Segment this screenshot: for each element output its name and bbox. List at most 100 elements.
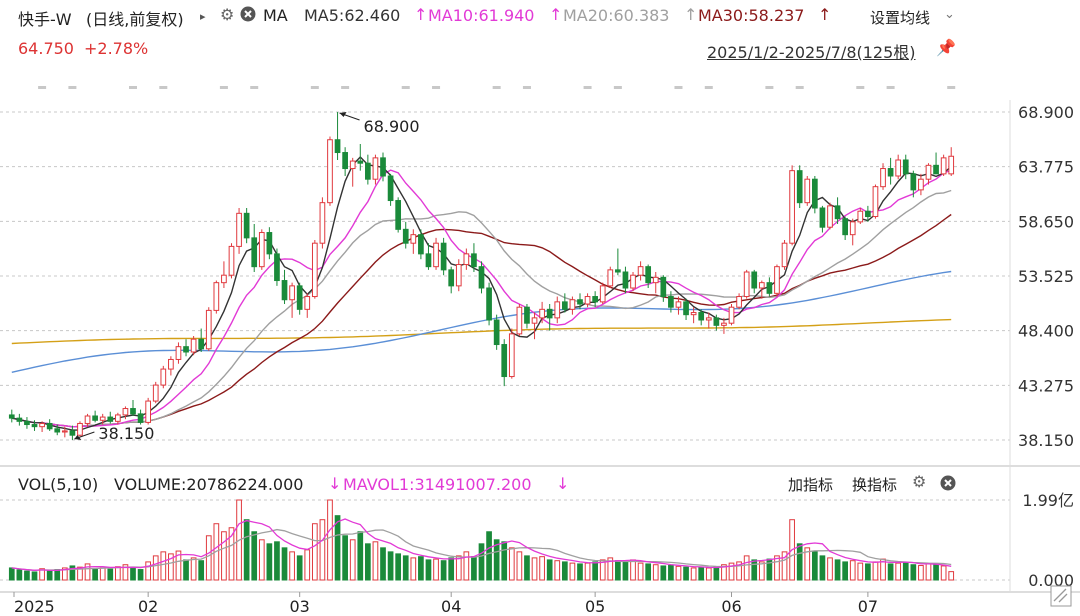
candle-body — [402, 228, 409, 244]
candle — [168, 356, 174, 376]
candle — [902, 154, 909, 180]
switch-indicator-button[interactable]: 换指标 — [852, 476, 898, 494]
candle-body — [145, 400, 152, 423]
volume-bar — [554, 560, 561, 581]
volume-bar — [857, 562, 864, 581]
volume-bar — [122, 564, 129, 581]
settings-ma-button[interactable]: 设置均线 — [870, 9, 931, 27]
resize-handle-icon[interactable] — [1050, 585, 1072, 611]
candle-body — [334, 139, 341, 154]
volume-bar — [637, 562, 644, 581]
candle-body — [380, 157, 386, 177]
volume-bar — [69, 565, 76, 581]
close-icon[interactable] — [240, 6, 256, 26]
candle-body — [92, 415, 98, 421]
volume-bar — [569, 562, 576, 581]
candle — [478, 261, 485, 294]
volume-bar — [865, 563, 871, 581]
candle-body — [531, 317, 538, 324]
candle — [834, 197, 841, 224]
dropdown-chevron-icon[interactable]: ⌄ — [944, 7, 955, 22]
volume-bar — [61, 567, 68, 581]
candle-body — [592, 296, 598, 303]
candle — [387, 173, 394, 206]
volume-bar — [584, 562, 591, 581]
candle — [213, 280, 220, 314]
candle — [69, 425, 76, 440]
candle — [584, 293, 591, 308]
candle — [895, 154, 902, 180]
down-arrow-icon: ↓ — [328, 474, 342, 493]
candle-body — [758, 282, 765, 289]
ma20-value: MA20:60.383 — [563, 6, 670, 25]
volume-bar — [592, 561, 598, 581]
candle-body — [228, 245, 235, 276]
candle — [842, 216, 848, 240]
x-tick-label: 06 — [721, 597, 741, 616]
candle — [910, 170, 917, 198]
candle-body — [122, 408, 129, 416]
volume-bar — [781, 551, 788, 581]
volume-tick-label: 0.000 — [1028, 571, 1074, 590]
candle-body — [84, 415, 91, 424]
candle — [622, 266, 629, 294]
volume-bar — [493, 539, 500, 581]
candle — [827, 202, 833, 230]
volume-bar — [645, 563, 652, 581]
candle-body — [865, 210, 871, 218]
candle — [137, 409, 144, 425]
date-range-label[interactable]: 2025/1/2-2025/7/8(125根) — [707, 43, 916, 62]
candle — [804, 176, 811, 206]
candle — [16, 413, 23, 426]
event-marker — [492, 86, 501, 89]
volume-bar — [811, 551, 818, 581]
volume-bar — [258, 539, 265, 581]
candle — [266, 227, 273, 260]
pin-icon[interactable]: 📌 — [936, 38, 956, 57]
volume-tick-label: 1.99亿 — [1022, 491, 1074, 510]
add-indicator-button[interactable]: 加指标 — [788, 476, 834, 494]
candle-body — [152, 384, 159, 402]
gear-icon[interactable]: ⚙ — [912, 472, 927, 491]
candle-body — [584, 296, 591, 305]
candle — [349, 157, 356, 187]
candle-body — [910, 173, 917, 191]
candle — [675, 296, 682, 315]
volume-bar — [622, 561, 629, 581]
candle-body — [8, 414, 15, 419]
play-arrow-icon[interactable]: ▸ — [200, 10, 206, 23]
candle-body — [349, 160, 356, 170]
candle-body — [410, 234, 417, 244]
candle-body — [577, 299, 583, 305]
candle — [130, 400, 136, 416]
candle-body — [668, 296, 674, 308]
volume-bar — [918, 565, 924, 581]
candle — [683, 298, 689, 320]
gear-icon[interactable]: ⚙ — [220, 5, 235, 24]
volume-bar — [933, 564, 939, 581]
candle — [501, 339, 508, 387]
candle-body — [827, 205, 833, 228]
volume-bar — [319, 519, 326, 581]
volume-bar — [228, 527, 235, 581]
volume-bar — [849, 560, 856, 581]
candle-body — [274, 253, 280, 282]
x-tick-label: 2025 — [14, 597, 55, 616]
volume-bar — [925, 563, 932, 581]
event-marker — [583, 86, 592, 89]
candle-body — [622, 271, 629, 289]
candle-body — [387, 175, 394, 202]
volume-bar — [243, 519, 250, 581]
close-icon[interactable] — [940, 475, 956, 495]
vol-label: VOL(5,10) — [18, 475, 99, 494]
volume-bar — [577, 563, 583, 581]
candle — [418, 229, 424, 260]
candle — [175, 342, 182, 364]
candle-body — [448, 269, 455, 287]
volume-bar — [296, 555, 303, 581]
volume-bar — [561, 561, 568, 581]
candle-body — [849, 221, 856, 236]
volume-bar — [221, 531, 227, 581]
candle-body — [99, 416, 106, 421]
